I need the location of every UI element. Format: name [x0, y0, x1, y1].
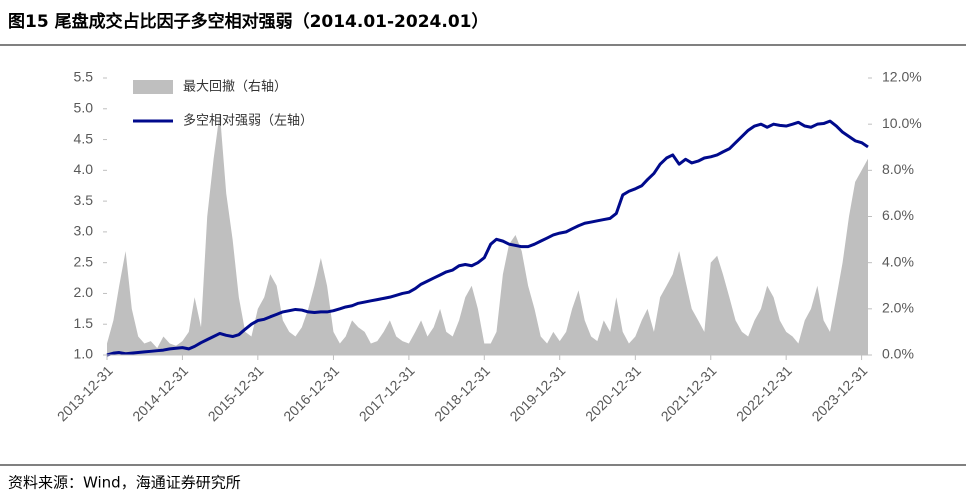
x-tick-label: 2013-12-31 — [54, 362, 116, 424]
x-tick-label: 2014-12-31 — [129, 362, 191, 424]
y2-tick-label: 0.0% — [882, 346, 914, 362]
y-tick-label: 2.5 — [74, 253, 94, 269]
drawdown-area — [107, 112, 868, 355]
legend-label: 多空相对强弱（左轴） — [183, 113, 313, 129]
source-note: 资料来源：Wind，海通证券研究所 — [8, 474, 241, 492]
x-tick-label: 2017-12-31 — [356, 362, 418, 424]
chart-title: 图15 尾盘成交占比因子多空相对强弱（2014.01-2024.01） — [8, 11, 489, 32]
y2-tick-label: 2.0% — [882, 300, 914, 316]
y-tick-label: 3.0 — [74, 223, 94, 239]
y2-tick-label: 12.0% — [882, 69, 922, 85]
y-tick-label: 2.0 — [74, 284, 94, 300]
x-tick-label: 2020-12-31 — [582, 362, 644, 424]
y-tick-label: 4.5 — [74, 130, 94, 146]
x-tick-label: 2023-12-31 — [808, 362, 870, 424]
y-tick-label: 4.0 — [74, 161, 94, 177]
x-tick-label: 2016-12-31 — [280, 362, 342, 424]
y-tick-label: 1.0 — [74, 346, 94, 362]
y-tick-label: 5.5 — [74, 69, 94, 85]
y2-tick-label: 6.0% — [882, 207, 914, 223]
legend-label: 最大回撤（右轴） — [183, 79, 287, 95]
strength-line — [106, 119, 869, 357]
y2-tick-label: 4.0% — [882, 253, 914, 269]
y-tick-label: 1.5 — [74, 315, 94, 331]
x-tick-label: 2015-12-31 — [205, 362, 267, 424]
x-tick-label: 2022-12-31 — [733, 362, 795, 424]
y-tick-label: 3.5 — [74, 192, 94, 208]
y-tick-label: 5.0 — [74, 99, 94, 115]
x-tick-label: 2021-12-31 — [658, 362, 720, 424]
legend-swatch — [133, 80, 173, 94]
y2-tick-label: 10.0% — [882, 115, 922, 131]
x-tick-label: 2019-12-31 — [506, 362, 568, 424]
x-tick-label: 2018-12-31 — [431, 362, 493, 424]
y2-tick-label: 8.0% — [882, 161, 914, 177]
